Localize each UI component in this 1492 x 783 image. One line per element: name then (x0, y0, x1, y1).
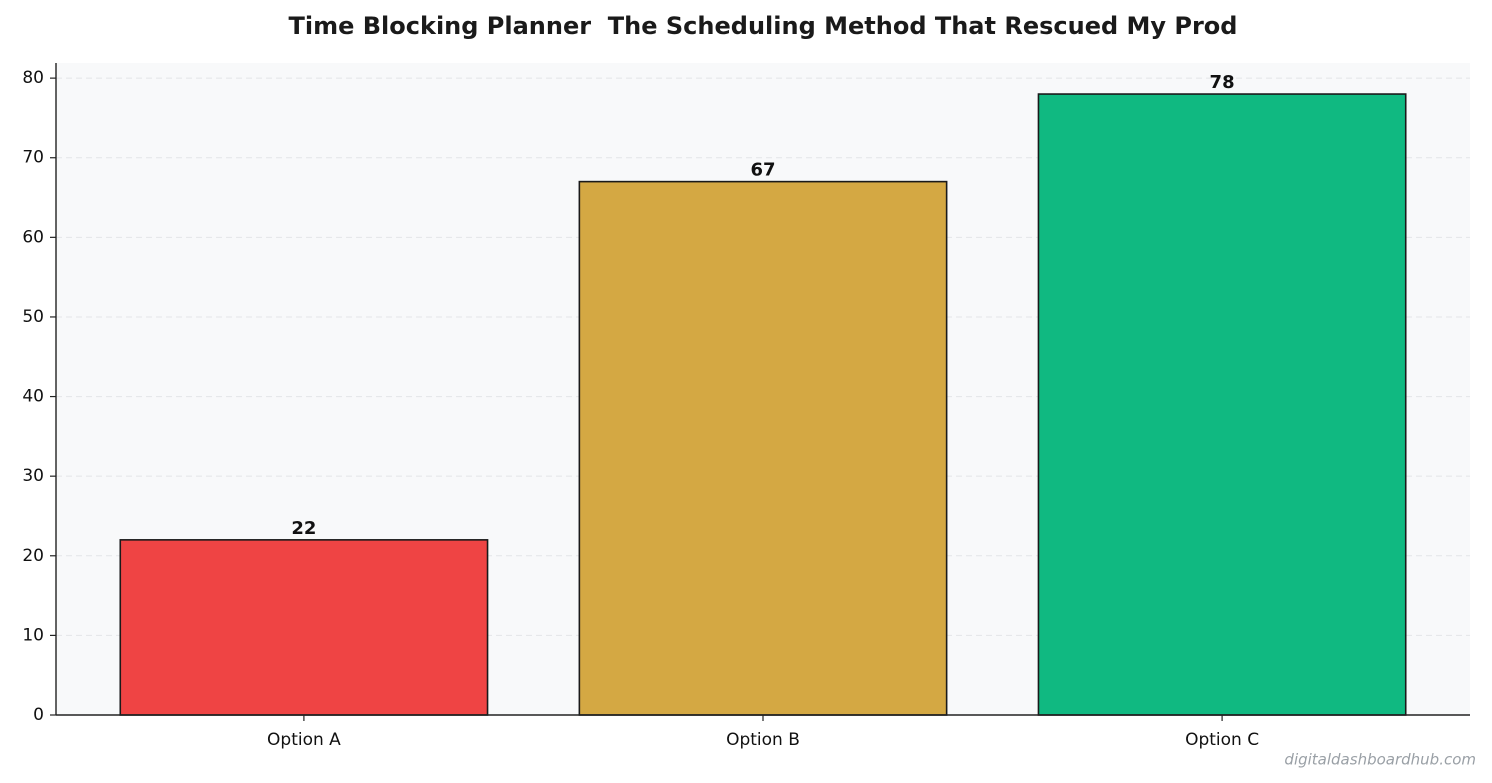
bar (119, 539, 489, 716)
bar (578, 180, 948, 716)
y-tick-label: 0 (33, 705, 44, 725)
y-tick-label: 80 (22, 68, 44, 88)
value-label: 78 (1210, 72, 1235, 93)
y-tick-label: 20 (22, 546, 44, 566)
x-tick-label: Option A (267, 730, 341, 750)
y-tick-label: 30 (22, 466, 44, 486)
y-tick-label: 60 (22, 227, 44, 247)
x-tick-label: Option B (726, 730, 800, 750)
value-label: 22 (291, 518, 316, 539)
x-tick-label: Option C (1185, 730, 1259, 750)
y-tick-label: 70 (22, 148, 44, 168)
chart-title: Time Blocking Planner The Scheduling Met… (289, 12, 1238, 40)
value-label: 67 (750, 160, 775, 181)
y-tick-label: 10 (22, 625, 44, 645)
bar (1037, 93, 1407, 716)
watermark: digitaldashboardhub.com (1284, 751, 1476, 769)
y-tick-label: 40 (22, 387, 44, 407)
y-tick-label: 50 (22, 307, 44, 327)
